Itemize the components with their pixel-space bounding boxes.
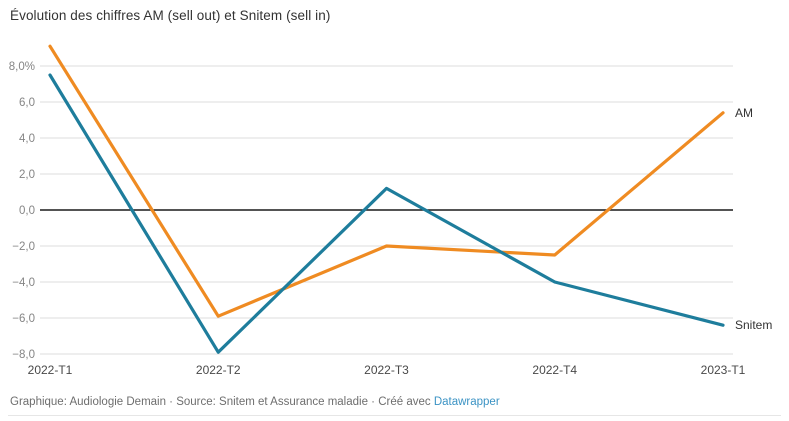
x-tick-label: 2022-T4 xyxy=(532,363,577,377)
x-tick-label: 2022-T3 xyxy=(364,363,409,377)
line-chart: 8,0% 6,0 4,0 2,0 0,0 −2,0 −4,0 −6,0 −8,0 2022-T1 2… xyxy=(9,44,772,377)
series-line-am xyxy=(48,44,725,318)
y-tick-label: −2,0 xyxy=(12,241,35,253)
footer: Graphique: Audiologie Demain · Source: S… xyxy=(10,396,500,408)
series-line-snitem xyxy=(48,73,725,354)
chart-title: Évolution des chiffres AM (sell out) et … xyxy=(10,8,331,23)
y-tick-label: −6,0 xyxy=(12,313,35,325)
x-tick-label: 2022-T1 xyxy=(28,363,73,377)
y-tick-label: 2,0 xyxy=(19,169,35,181)
y-tick-label: −4,0 xyxy=(12,277,35,289)
y-tick-label: 4,0 xyxy=(19,133,35,145)
footer-attribution-text: Graphique: Audiologie Demain · Source: S… xyxy=(10,396,434,408)
y-tick-label: 6,0 xyxy=(19,97,35,109)
datawrapper-link[interactable]: Datawrapper xyxy=(433,396,500,408)
series-end-label-snitem: Snitem xyxy=(735,318,772,332)
bottom-divider xyxy=(8,415,781,416)
x-tick-label: 2022-T2 xyxy=(196,363,241,377)
y-tick-label: 8,0% xyxy=(9,61,35,73)
y-tick-label: −8,0 xyxy=(12,349,35,361)
series-end-label-am: AM xyxy=(735,106,753,120)
x-tick-label: 2023-T1 xyxy=(701,363,746,377)
y-tick-label: 0,0 xyxy=(19,205,35,217)
